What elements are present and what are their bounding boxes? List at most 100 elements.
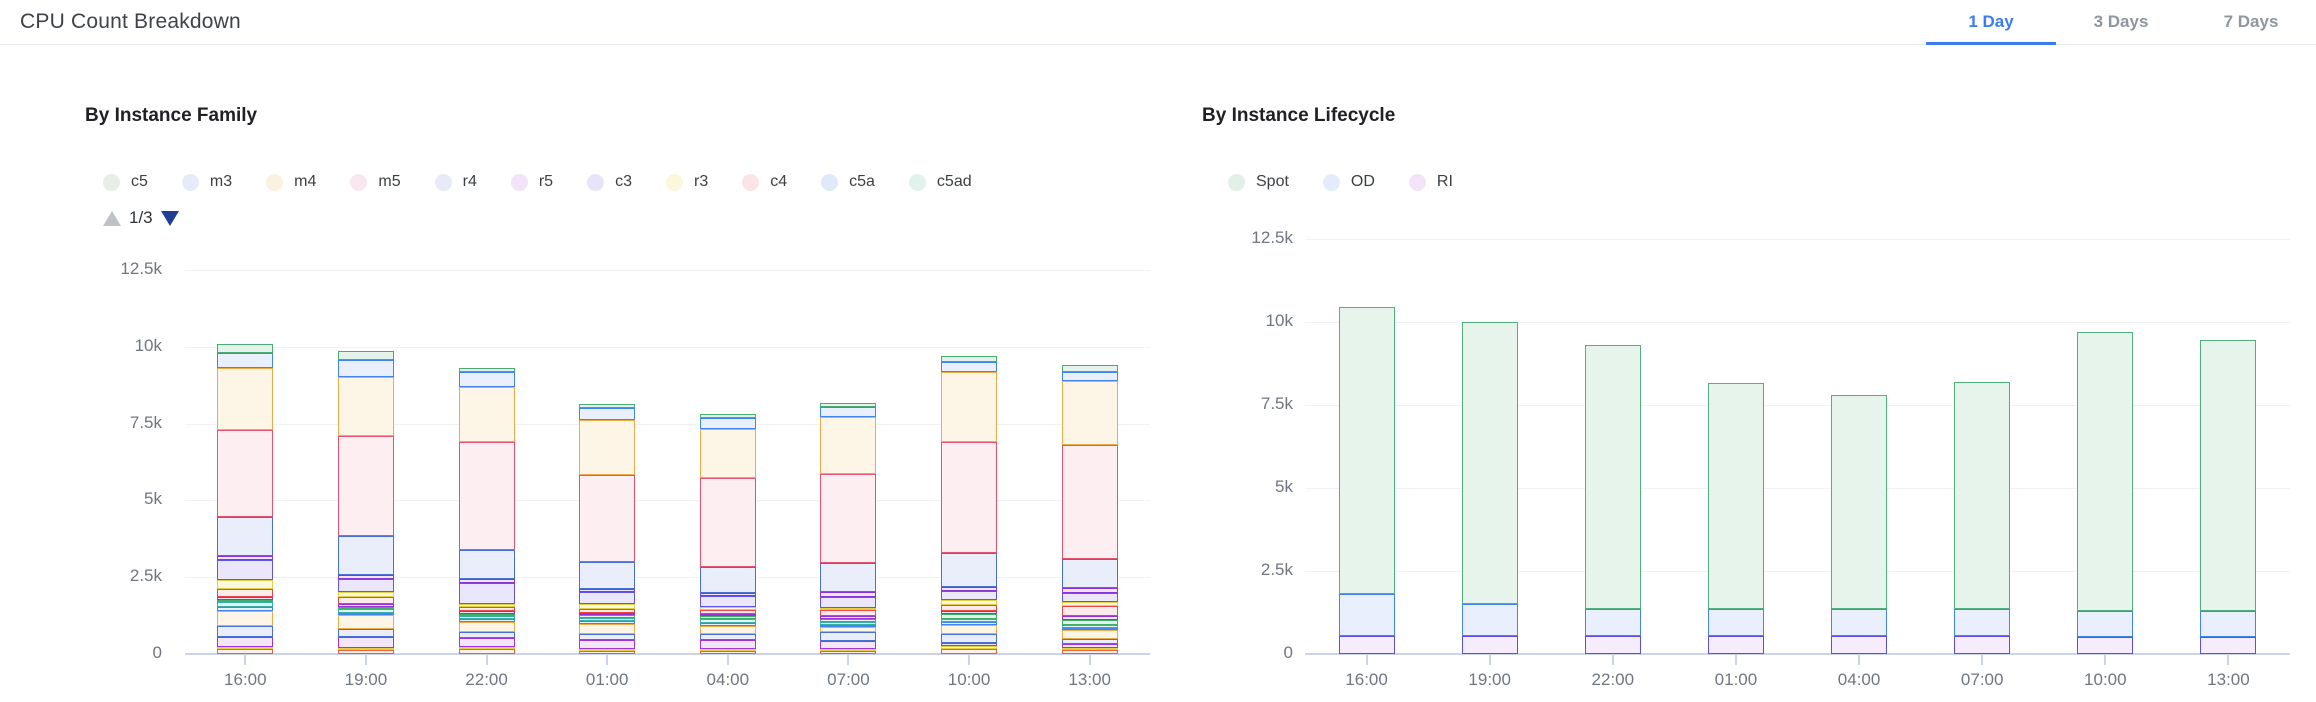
bar-group-22:00[interactable]	[458, 368, 515, 654]
bar-segment-m4[interactable]	[699, 428, 756, 478]
bar-segment-m5[interactable]	[699, 477, 756, 567]
bar-segment-r4[interactable]	[217, 517, 274, 556]
legend-item-OD[interactable]: OD	[1322, 173, 1375, 191]
bar-segment-r5[interactable]	[699, 592, 756, 596]
bar-segment-c3[interactable]	[458, 583, 515, 604]
bar-segment-series-18[interactable]	[699, 650, 756, 654]
legend-item-c5[interactable]: c5	[103, 173, 148, 191]
bar-segment-series-16[interactable]	[820, 641, 877, 649]
bar-group-13:00[interactable]	[2200, 340, 2257, 654]
bar-segment-r3[interactable]	[820, 607, 877, 611]
bar-segment-m4[interactable]	[217, 368, 274, 430]
bar-segment-c5a[interactable]	[458, 611, 515, 615]
bar-segment-m3[interactable]	[820, 406, 877, 418]
bar-segment-r5[interactable]	[217, 555, 274, 561]
bar-segment-Spot[interactable]	[1831, 395, 1888, 610]
bar-segment-r5[interactable]	[1061, 588, 1118, 593]
legend-item-m3[interactable]: m3	[181, 173, 232, 191]
legend-item-c5a[interactable]: c5a	[821, 173, 875, 191]
bar-segment-r3[interactable]	[1061, 601, 1118, 607]
bar-segment-series-14[interactable]	[941, 624, 998, 635]
bar-segment-OD[interactable]	[1707, 609, 1764, 636]
bar-segment-Spot[interactable]	[1338, 307, 1395, 595]
bar-segment-c5ad[interactable]	[699, 616, 756, 619]
bar-segment-RI[interactable]	[1584, 635, 1641, 654]
bar-segment-series-15[interactable]	[699, 634, 756, 640]
bar-segment-r4[interactable]	[820, 563, 877, 593]
bar-segment-series-18[interactable]	[337, 650, 394, 654]
bar-segment-series-13[interactable]	[458, 619, 515, 623]
bar-segment-r4[interactable]	[579, 561, 636, 589]
bar-segment-series-15[interactable]	[217, 626, 274, 638]
bar-group-16:00[interactable]	[217, 343, 274, 654]
bar-segment-series-14[interactable]	[337, 615, 394, 629]
bar-group-04:00[interactable]	[699, 414, 756, 654]
bar-segment-series-16[interactable]	[941, 643, 998, 647]
bar-segment-series-17[interactable]	[820, 648, 877, 651]
bar-segment-c5[interactable]	[458, 368, 515, 373]
bar-segment-m4[interactable]	[1061, 380, 1118, 446]
bar-segment-c4[interactable]	[941, 604, 998, 612]
bar-segment-series-17[interactable]	[458, 646, 515, 650]
bar-segment-series-14[interactable]	[458, 622, 515, 632]
bar-segment-c5a[interactable]	[217, 597, 274, 601]
bar-segment-series-13[interactable]	[941, 621, 998, 625]
bar-segment-m4[interactable]	[337, 377, 394, 436]
bar-segment-r5[interactable]	[941, 586, 998, 592]
bar-segment-RI[interactable]	[1707, 635, 1764, 654]
bar-segment-series-12[interactable]	[337, 608, 394, 613]
bar-segment-c5[interactable]	[579, 403, 636, 409]
bar-segment-series-16[interactable]	[217, 637, 274, 647]
bar-segment-series-14[interactable]	[217, 611, 274, 627]
bar-segment-OD[interactable]	[1954, 609, 2011, 636]
bar-segment-c3[interactable]	[820, 596, 877, 608]
tab-7-days[interactable]: 7 Days	[2223, 11, 2279, 31]
bar-segment-r5[interactable]	[820, 592, 877, 597]
bar-segment-series-14[interactable]	[579, 624, 636, 634]
bar-segment-c3[interactable]	[579, 592, 636, 605]
bar-group-04:00[interactable]	[1831, 395, 1888, 654]
bar-segment-m5[interactable]	[1061, 445, 1118, 559]
legend-item-r3[interactable]: r3	[665, 173, 708, 191]
bar-group-19:00[interactable]	[337, 350, 394, 654]
bar-segment-m5[interactable]	[579, 475, 636, 562]
bar-segment-series-15[interactable]	[941, 634, 998, 644]
bar-segment-r4[interactable]	[699, 566, 756, 593]
bar-segment-series-15[interactable]	[820, 632, 877, 642]
legend-item-c5ad[interactable]: c5ad	[908, 173, 972, 191]
bar-segment-series-18[interactable]	[1061, 650, 1118, 654]
bar-segment-series-16[interactable]	[699, 639, 756, 649]
bar-segment-m5[interactable]	[820, 473, 877, 564]
bar-segment-r3[interactable]	[699, 606, 756, 611]
bar-segment-c5ad[interactable]	[941, 614, 998, 619]
bar-group-16:00[interactable]	[1338, 307, 1395, 654]
legend-item-Spot[interactable]: Spot	[1228, 173, 1289, 191]
bar-segment-Spot[interactable]	[1707, 383, 1764, 610]
bar-segment-RI[interactable]	[2077, 636, 2134, 654]
bar-segment-c5ad[interactable]	[1061, 620, 1118, 625]
bar-segment-OD[interactable]	[1338, 594, 1395, 636]
bar-segment-c4[interactable]	[579, 609, 636, 613]
bar-segment-c5ad[interactable]	[217, 600, 274, 603]
bar-segment-c4[interactable]	[337, 596, 394, 605]
bar-segment-m5[interactable]	[941, 442, 998, 553]
bar-segment-c3[interactable]	[941, 591, 998, 601]
bar-segment-RI[interactable]	[2200, 636, 2257, 654]
bar-segment-series-12[interactable]	[941, 618, 998, 622]
bar-segment-r4[interactable]	[458, 550, 515, 580]
bar-segment-series-17[interactable]	[699, 648, 756, 651]
bar-group-07:00[interactable]	[1954, 381, 2011, 654]
bar-segment-r3[interactable]	[941, 600, 998, 605]
bar-segment-series-13[interactable]	[1061, 627, 1118, 630]
bar-segment-r4[interactable]	[337, 535, 394, 576]
bar-segment-m3[interactable]	[337, 360, 394, 378]
bar-group-01:00[interactable]	[579, 403, 636, 654]
bar-segment-m5[interactable]	[217, 429, 274, 518]
tab-3-days[interactable]: 3 Days	[2093, 11, 2149, 31]
bar-segment-series-17[interactable]	[1061, 648, 1118, 651]
bar-segment-series-14[interactable]	[820, 627, 877, 633]
bar-segment-c4[interactable]	[217, 589, 274, 598]
bar-segment-m5[interactable]	[458, 442, 515, 551]
bar-segment-series-18[interactable]	[217, 649, 274, 654]
bar-segment-series-13[interactable]	[579, 621, 636, 625]
